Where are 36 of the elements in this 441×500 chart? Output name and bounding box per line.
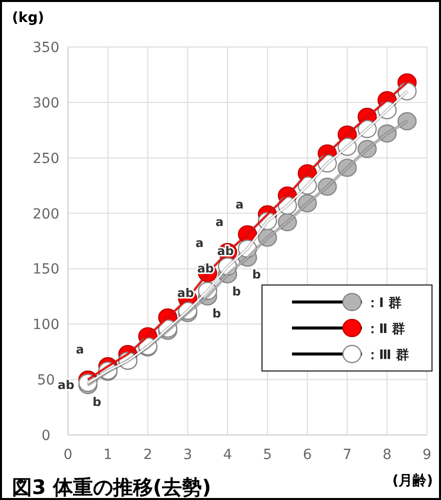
annotation: a [235, 197, 244, 212]
x-axis-title: (月齢) [392, 473, 433, 489]
annotation: b [212, 306, 222, 320]
y-tick-label: 150 [32, 262, 60, 278]
x-tick-label: 8 [382, 447, 392, 463]
annotation: a [76, 342, 84, 357]
y-tick-label: 300 [32, 95, 60, 112]
x-tick-label: 2 [143, 447, 152, 463]
x-tick-label: 6 [302, 447, 312, 463]
y-tick-label: 100 [32, 317, 60, 334]
x-tick-label: 4 [223, 447, 232, 463]
x-tick-label: 9 [422, 447, 432, 463]
x-tick-label: 7 [342, 447, 352, 463]
legend-label: ：Ⅲ 群 [366, 348, 409, 363]
y-tick-label: 50 [37, 372, 55, 389]
annotation: b [232, 284, 242, 298]
x-tick-label: 5 [262, 447, 272, 463]
x-tick-label: 3 [183, 447, 192, 463]
point [318, 178, 337, 196]
text: 図3 体重の推移(去勢) [12, 475, 212, 499]
annotation: ab [58, 378, 75, 392]
y-tick-label: 250 [32, 150, 60, 167]
annotation: b [252, 268, 262, 282]
point [338, 158, 357, 177]
legend-label: ：Ⅱ 群 [366, 322, 406, 337]
point [397, 112, 417, 130]
y-tick-label: 200 [32, 206, 60, 222]
y-tick-label: 350 [32, 40, 60, 56]
annotation: a [196, 236, 204, 250]
x-tick-label: 0 [64, 447, 72, 463]
legend-label: ：Ⅰ 群 [366, 296, 402, 311]
x-tick-label: 1 [103, 447, 112, 463]
y-axis-title: (kg) [12, 10, 44, 26]
annotation: b [92, 395, 102, 410]
y-tick-label: 0 [42, 428, 50, 444]
annotation: a [216, 215, 224, 230]
